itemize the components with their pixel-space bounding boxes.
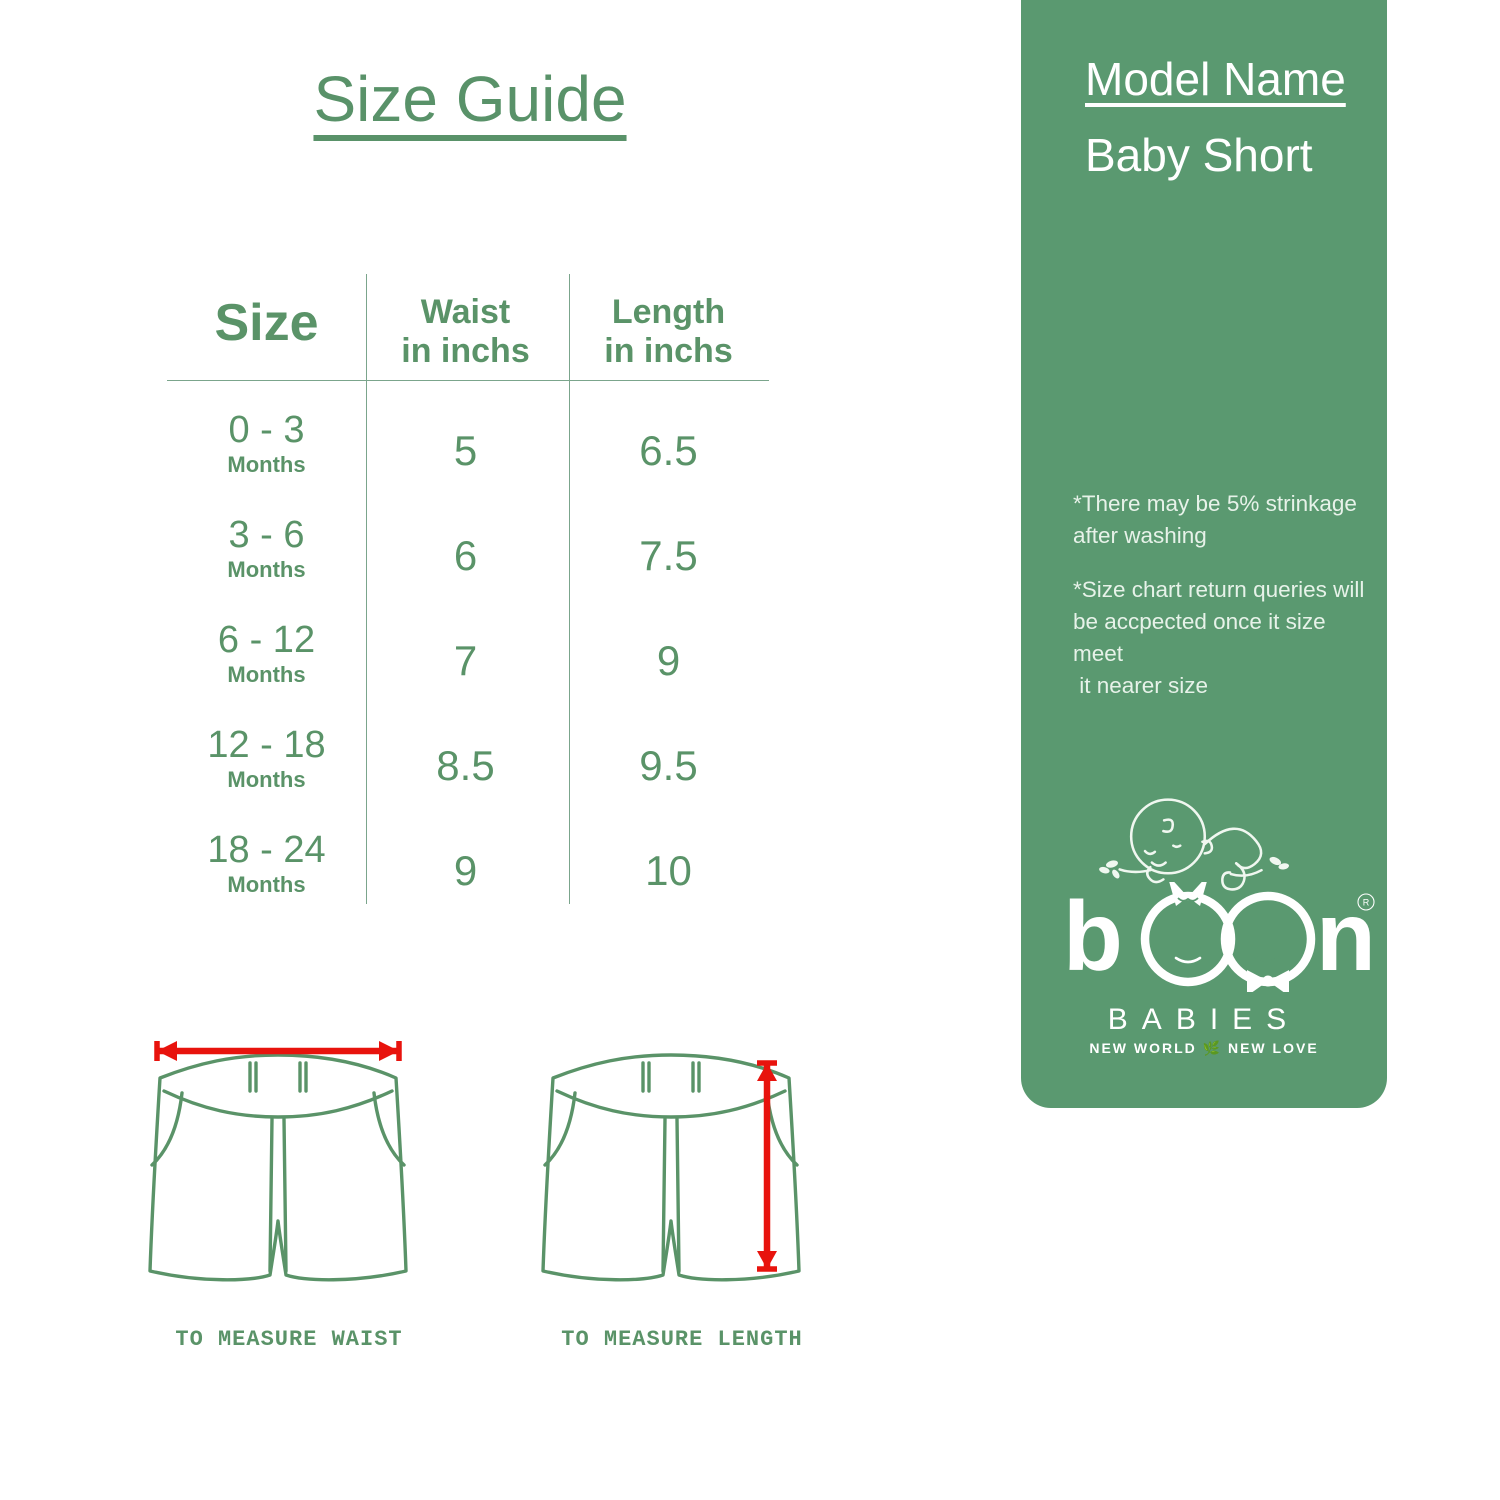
- svg-text:b: b: [1063, 882, 1123, 991]
- svg-text:R: R: [1363, 898, 1370, 908]
